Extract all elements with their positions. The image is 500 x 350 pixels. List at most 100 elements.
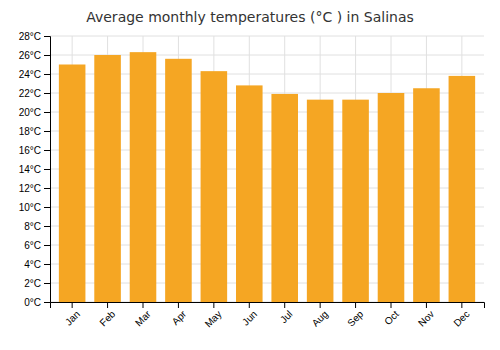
x-tick-label: Mar: [133, 308, 153, 328]
x-tick-label: Feb: [98, 308, 118, 328]
bar: [59, 65, 86, 303]
bar: [201, 71, 228, 302]
bar: [342, 100, 369, 302]
y-tick-mark: [44, 283, 50, 284]
y-tick-mark: [44, 207, 50, 208]
y-tick-mark: [44, 169, 50, 170]
x-tick: May: [203, 302, 224, 330]
y-tick-mark: [44, 245, 50, 246]
y-axis: 0°C 2°C 4°C 6°C 8°C 10°C 12°C 14°C 16°C 18°C 20°C 2…: [19, 31, 51, 308]
y-tick-mark: [44, 188, 50, 189]
bar: [307, 100, 334, 302]
y-tick-mark: [44, 36, 50, 37]
x-tick-label: Jun: [240, 308, 259, 327]
x-tick-mark: [391, 302, 392, 308]
y-tick: 0°C: [24, 297, 50, 308]
y-tick-mark: [44, 131, 50, 132]
x-tick-mark: [426, 302, 427, 308]
y-tick: 24°C: [19, 69, 50, 80]
bar: [413, 88, 440, 302]
x-tick-mark: [320, 302, 321, 308]
bar: [94, 55, 121, 302]
y-tick-label: 20°C: [19, 107, 41, 118]
grid: [50, 36, 484, 302]
x-tick: Aug: [310, 302, 330, 329]
x-tick-label: Sep: [345, 308, 366, 329]
y-tick: 6°C: [24, 240, 50, 251]
x-tick-label: Nov: [416, 308, 436, 328]
y-tick-label: 8°C: [24, 221, 41, 232]
y-tick: 18°C: [19, 126, 50, 137]
x-tick-label: Oct: [382, 308, 401, 327]
x-tick: Apr: [170, 302, 189, 327]
y-tick: 26°C: [19, 50, 50, 61]
y-tick: 22°C: [19, 88, 50, 99]
x-axis-line: [51, 303, 485, 309]
x-tick: Nov: [416, 302, 436, 329]
x-tick-mark: [143, 302, 144, 308]
y-tick-mark: [44, 93, 50, 94]
x-axis: Jan Feb Mar Apr May Jun Jul Aug Sep Oct Nov Dec: [51, 302, 485, 330]
bars: [59, 52, 475, 302]
x-tick-mark: [72, 302, 73, 308]
bar: [449, 76, 476, 302]
y-tick: 8°C: [24, 221, 50, 232]
y-tick-mark: [44, 302, 50, 303]
x-tick: Jun: [240, 302, 259, 328]
x-tick-label: Aug: [310, 308, 330, 328]
y-axis-line: [44, 37, 51, 303]
y-tick-mark: [44, 55, 50, 56]
y-tick-mark: [44, 264, 50, 265]
y-tick-mark: [44, 74, 50, 75]
y-tick-label: 10°C: [19, 202, 41, 213]
x-tick: Oct: [382, 302, 401, 327]
bar: [378, 93, 405, 302]
x-tick-mark: [107, 302, 108, 308]
y-tick-label: 12°C: [19, 183, 41, 194]
x-tick: Feb: [98, 302, 118, 328]
x-tick-mark: [284, 302, 285, 308]
y-tick: 16°C: [19, 145, 50, 156]
chart: 0°C 2°C 4°C 6°C 8°C 10°C 12°C 14°C 16°C 18°C 20°C 2…: [0, 0, 500, 350]
y-tick-label: 28°C: [19, 31, 41, 42]
bar: [271, 94, 298, 302]
x-tick: Mar: [133, 302, 153, 328]
x-tick: Sep: [345, 302, 366, 329]
x-tick: Dec: [451, 302, 471, 329]
y-tick-label: 0°C: [24, 297, 41, 308]
x-tick-label: Jan: [63, 308, 82, 327]
y-grid-line: [50, 36, 484, 37]
bar: [165, 59, 192, 302]
bar: [236, 85, 263, 302]
y-tick-label: 24°C: [19, 69, 41, 80]
y-tick-label: 16°C: [19, 145, 41, 156]
y-tick-label: 22°C: [19, 88, 41, 99]
x-tick-label: Jul: [278, 308, 295, 325]
y-tick: 12°C: [19, 183, 50, 194]
y-tick-label: 18°C: [19, 126, 41, 137]
x-tick-mark: [461, 302, 462, 308]
y-tick-label: 6°C: [24, 240, 41, 251]
x-tick-mark: [249, 302, 250, 308]
y-tick-mark: [44, 112, 50, 113]
y-tick-label: 4°C: [24, 259, 41, 270]
y-tick-mark: [44, 150, 50, 151]
x-tick: Jul: [278, 302, 295, 325]
y-tick: 4°C: [24, 259, 50, 270]
y-tick: 14°C: [19, 164, 50, 175]
x-tick: Jan: [63, 302, 82, 328]
y-tick-label: 2°C: [24, 278, 41, 289]
x-tick-label: Dec: [451, 308, 471, 328]
bar: [130, 52, 157, 302]
x-tick-mark: [178, 302, 179, 308]
y-tick-label: 14°C: [19, 164, 41, 175]
x-tick-label: May: [203, 308, 224, 329]
y-tick-label: 26°C: [19, 50, 41, 61]
y-tick: 10°C: [19, 202, 50, 213]
x-tick-mark: [355, 302, 356, 308]
plot-area: 0°C 2°C 4°C 6°C 8°C 10°C 12°C 14°C 16°C 18°C 20°C 2…: [19, 31, 485, 330]
x-tick-label: Apr: [170, 308, 189, 327]
y-tick: 2°C: [24, 278, 50, 289]
y-tick: 28°C: [19, 31, 50, 42]
title: Average monthly temperatures (°C ) in Sa…: [86, 9, 414, 25]
